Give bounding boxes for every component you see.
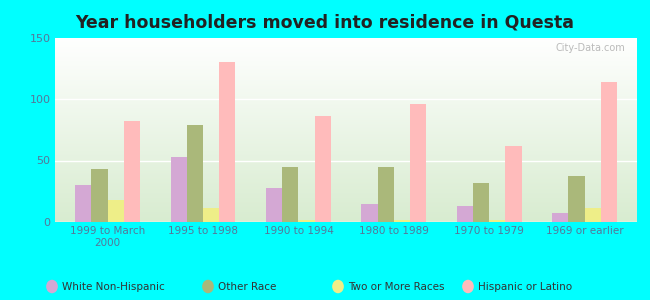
Text: Hispanic or Latino: Hispanic or Latino [478,281,572,292]
Bar [315,116,331,222]
Bar [92,169,108,222]
Bar [552,213,568,222]
Bar [410,104,426,222]
Bar [124,121,140,222]
Bar [298,220,315,222]
Bar [108,200,124,222]
Bar [171,157,187,222]
Text: Year householders moved into residence in Questa: Year householders moved into residence i… [75,14,575,32]
Bar [489,220,506,222]
Bar [568,176,584,222]
Bar [187,125,203,222]
Text: Other Race: Other Race [218,281,276,292]
Bar [266,188,282,222]
Bar [473,183,489,222]
Bar [282,167,298,222]
Bar [219,62,235,222]
Bar [584,208,601,222]
Bar [457,206,473,222]
Bar [203,208,219,222]
Bar [506,146,521,222]
Bar [75,185,92,222]
Bar [601,82,617,222]
Bar [378,167,394,222]
Text: City-Data.com: City-Data.com [556,43,625,53]
Bar [361,203,378,222]
Text: Two or More Races: Two or More Races [348,281,444,292]
Bar [394,220,410,222]
Text: White Non-Hispanic: White Non-Hispanic [62,281,164,292]
